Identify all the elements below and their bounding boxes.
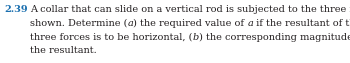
Text: a: a bbox=[127, 19, 133, 28]
Text: ) the required value of: ) the required value of bbox=[133, 19, 247, 28]
Text: if the resultant of the: if the resultant of the bbox=[253, 19, 350, 28]
Text: ) the corresponding magnitude of: ) the corresponding magnitude of bbox=[199, 33, 350, 42]
Text: the resultant.: the resultant. bbox=[30, 46, 97, 55]
Text: 2.39: 2.39 bbox=[4, 5, 28, 14]
Text: shown. Determine (: shown. Determine ( bbox=[30, 19, 127, 28]
Text: A collar that can slide on a vertical rod is subjected to the three forces: A collar that can slide on a vertical ro… bbox=[30, 5, 350, 14]
Text: a: a bbox=[247, 19, 253, 28]
Text: b: b bbox=[193, 33, 199, 42]
Text: three forces is to be horizontal, (: three forces is to be horizontal, ( bbox=[30, 33, 193, 42]
